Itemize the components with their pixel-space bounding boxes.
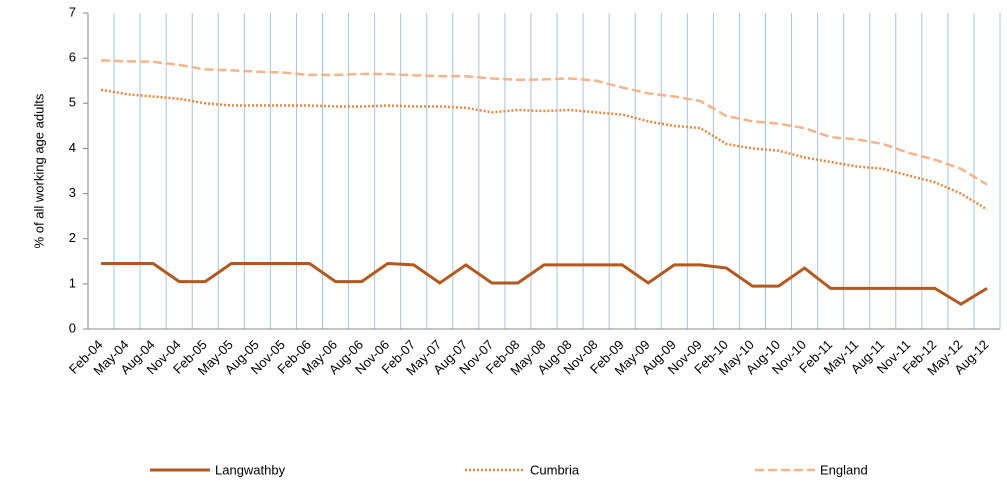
series-line bbox=[100, 59, 988, 186]
y-tick-label: 7 bbox=[69, 4, 76, 19]
series-line bbox=[101, 262, 988, 306]
legend-label: Langwathby bbox=[215, 462, 286, 477]
y-tick-label: 2 bbox=[69, 230, 76, 245]
y-tick-label: 1 bbox=[69, 275, 76, 290]
y-axis-label: % of all working age adults bbox=[31, 93, 46, 248]
y-tick-label: 4 bbox=[69, 140, 76, 155]
y-tick-label: 5 bbox=[69, 95, 76, 110]
y-tick-label: 3 bbox=[69, 185, 76, 200]
series-line bbox=[100, 88, 988, 211]
legend-label: England bbox=[820, 462, 868, 477]
y-tick-label: 6 bbox=[69, 50, 76, 65]
legend-label: Cumbria bbox=[530, 462, 580, 477]
y-tick-label: 0 bbox=[69, 320, 76, 335]
